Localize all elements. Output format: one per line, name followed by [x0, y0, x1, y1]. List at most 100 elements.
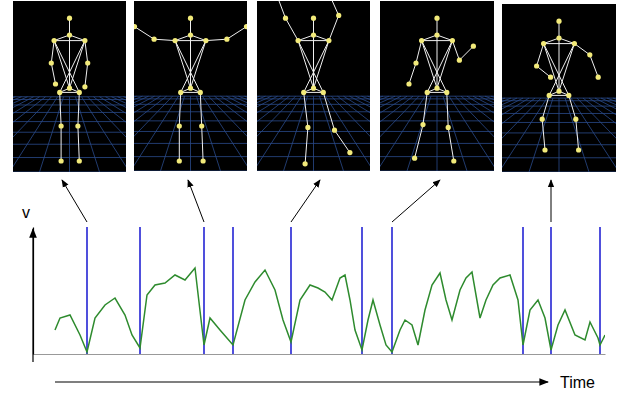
floor-grid — [473, 96, 494, 171]
bone — [61, 126, 62, 161]
floor-grid — [502, 98, 541, 172]
floor-grid — [257, 96, 266, 171]
skeleton-panel — [380, 1, 494, 171]
floor-grid — [380, 96, 395, 171]
segment-boundary — [290, 227, 292, 354]
x-axis-title: Time — [560, 374, 595, 391]
joint — [82, 38, 87, 43]
floor-grid — [607, 98, 616, 172]
floor-grid — [613, 98, 616, 172]
floor-grid — [455, 96, 494, 171]
joint — [188, 32, 193, 37]
bone — [175, 41, 190, 89]
bone — [154, 39, 175, 40]
joint — [587, 52, 592, 57]
joint — [201, 158, 206, 163]
joint — [425, 90, 430, 95]
floor-grid — [380, 96, 425, 171]
joint — [596, 75, 601, 80]
joint — [444, 90, 449, 95]
floor-grid — [94, 97, 127, 172]
bone — [60, 41, 85, 93]
floor-grid — [134, 96, 143, 171]
x-axis-line — [34, 354, 606, 355]
panel-background — [134, 1, 247, 171]
floor-grid — [601, 98, 616, 172]
bone — [191, 41, 206, 89]
joint — [53, 81, 58, 86]
joint — [199, 123, 204, 128]
floor-grid — [134, 96, 155, 171]
joint — [572, 41, 577, 46]
joint — [188, 86, 193, 91]
floor-grid — [583, 98, 616, 172]
floor-grid — [112, 97, 127, 172]
floor-grid — [13, 97, 52, 172]
segment-boundary — [232, 227, 234, 354]
bone — [51, 63, 55, 84]
floor-grid — [461, 96, 494, 171]
bone — [416, 41, 422, 63]
bone — [427, 92, 447, 93]
panel-background — [380, 1, 494, 171]
floor-grid — [227, 96, 248, 171]
floor-grid — [485, 96, 494, 171]
joint — [326, 38, 331, 43]
joint — [305, 125, 310, 130]
pointer-arrow — [291, 180, 320, 222]
segment-boundary — [86, 227, 88, 354]
bone — [415, 125, 423, 159]
floor-grid — [407, 96, 431, 171]
joint — [347, 150, 352, 155]
joint — [412, 156, 417, 161]
bone — [135, 27, 155, 40]
bone — [448, 127, 454, 161]
floor-grid — [134, 96, 173, 171]
joint — [198, 90, 203, 95]
bone — [544, 44, 559, 92]
joint — [576, 147, 581, 152]
bone — [537, 44, 544, 66]
bone — [544, 43, 575, 44]
joint — [540, 117, 545, 122]
bone — [437, 35, 438, 88]
joint — [434, 16, 439, 21]
joint — [556, 89, 561, 94]
segment-boundary — [599, 227, 601, 354]
bone — [544, 44, 569, 96]
floor-grid — [589, 98, 616, 172]
floor-grid — [571, 98, 616, 172]
joint — [556, 35, 561, 40]
floor-grid — [491, 96, 494, 171]
panel-background — [257, 1, 370, 171]
joint — [57, 90, 62, 95]
bone — [437, 41, 452, 89]
bone — [305, 127, 308, 163]
segment-boundary — [139, 227, 141, 354]
joint — [178, 90, 183, 95]
bone — [422, 41, 447, 93]
joint — [573, 117, 578, 122]
floor-grid — [257, 96, 278, 171]
joint — [59, 123, 64, 128]
skeleton-panel — [502, 4, 616, 172]
bone — [227, 27, 247, 40]
floor-grid — [437, 96, 438, 171]
joint — [311, 32, 316, 37]
joint — [67, 86, 72, 91]
floor-grid — [368, 96, 371, 171]
bone — [78, 92, 79, 126]
joint — [296, 38, 301, 43]
joint — [556, 19, 561, 24]
floor-grid — [380, 96, 419, 171]
floor-grid — [161, 96, 185, 171]
floor-grid — [449, 96, 494, 171]
bone — [286, 18, 299, 40]
joint — [67, 32, 72, 37]
segment-boundary — [391, 227, 393, 354]
joint — [134, 24, 137, 29]
bone — [60, 92, 61, 126]
bone — [85, 63, 88, 87]
bone — [328, 1, 339, 15]
joint — [534, 63, 539, 68]
